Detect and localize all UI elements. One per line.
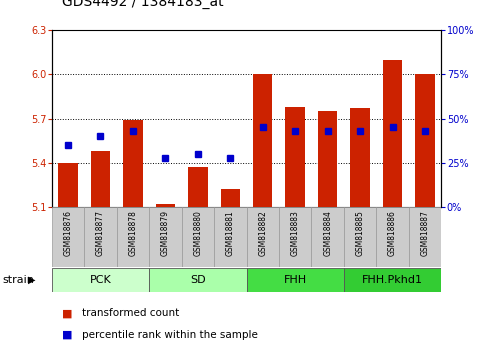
Bar <box>415 74 435 207</box>
Bar <box>351 108 370 207</box>
Bar <box>117 207 149 267</box>
Text: FHH: FHH <box>283 275 307 285</box>
Bar <box>344 207 376 267</box>
Text: SD: SD <box>190 275 206 285</box>
Bar <box>344 268 441 292</box>
Bar <box>246 268 344 292</box>
Bar <box>149 207 181 267</box>
Bar <box>58 163 78 207</box>
Bar <box>91 151 110 207</box>
Text: strain: strain <box>2 275 35 285</box>
Text: GSM818885: GSM818885 <box>355 210 365 256</box>
Text: GSM818884: GSM818884 <box>323 210 332 256</box>
Bar <box>149 268 246 292</box>
Text: GSM818886: GSM818886 <box>388 210 397 256</box>
Bar <box>279 207 312 267</box>
Text: percentile rank within the sample: percentile rank within the sample <box>82 330 258 339</box>
Bar <box>156 204 175 207</box>
Text: transformed count: transformed count <box>82 308 179 318</box>
Text: ▶: ▶ <box>28 275 36 285</box>
Bar <box>312 207 344 267</box>
Text: GSM818883: GSM818883 <box>291 210 300 256</box>
Bar <box>409 207 441 267</box>
Text: GSM818877: GSM818877 <box>96 210 105 256</box>
Bar <box>52 207 84 267</box>
Text: FHH.Pkhd1: FHH.Pkhd1 <box>362 275 423 285</box>
Text: ■: ■ <box>62 330 72 339</box>
Bar <box>52 268 149 292</box>
Text: ■: ■ <box>62 308 72 318</box>
Text: GSM818881: GSM818881 <box>226 210 235 256</box>
Bar <box>188 167 208 207</box>
Bar <box>181 207 214 267</box>
Text: PCK: PCK <box>90 275 111 285</box>
Text: GSM818879: GSM818879 <box>161 210 170 256</box>
Bar <box>214 207 246 267</box>
Bar <box>383 59 402 207</box>
Bar <box>318 111 337 207</box>
Text: GSM818878: GSM818878 <box>128 210 138 256</box>
Bar <box>253 74 273 207</box>
Bar <box>246 207 279 267</box>
Text: GSM818887: GSM818887 <box>421 210 429 256</box>
Bar <box>220 189 240 207</box>
Bar <box>84 207 117 267</box>
Text: GSM818880: GSM818880 <box>193 210 202 256</box>
Bar <box>285 107 305 207</box>
Text: GDS4492 / 1384183_at: GDS4492 / 1384183_at <box>62 0 223 9</box>
Bar <box>376 207 409 267</box>
Text: GSM818882: GSM818882 <box>258 210 267 256</box>
Bar <box>123 120 142 207</box>
Text: GSM818876: GSM818876 <box>64 210 72 256</box>
